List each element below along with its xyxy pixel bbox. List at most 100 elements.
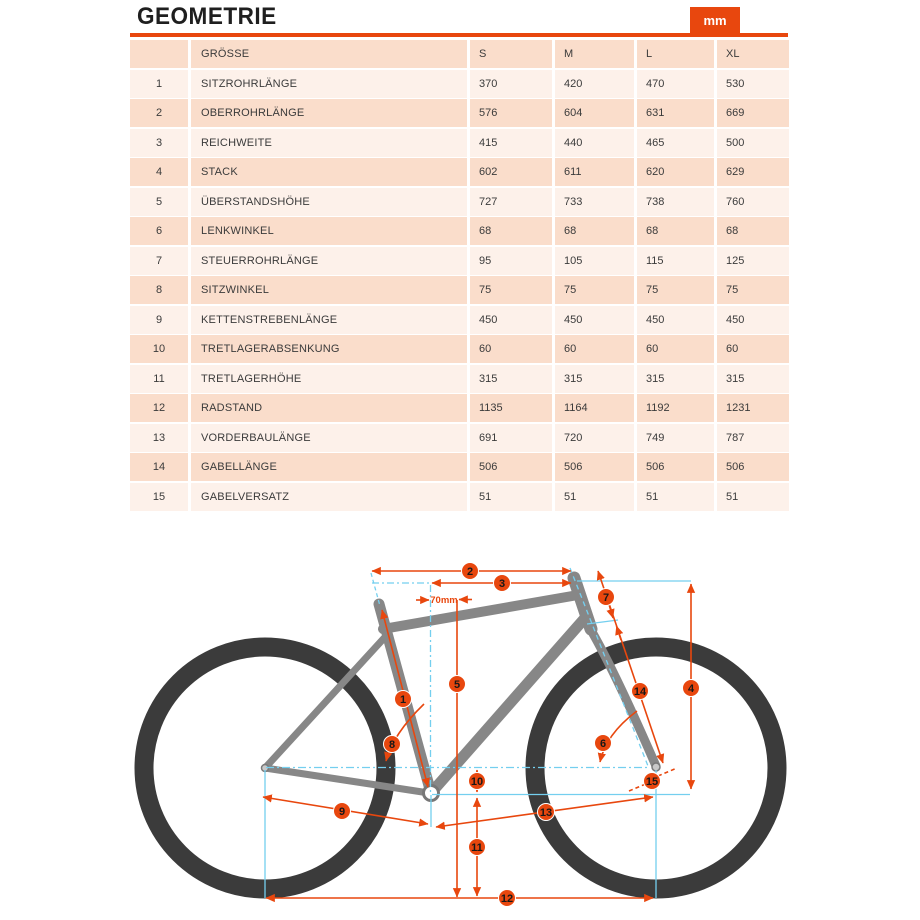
callout-circle-3 (493, 574, 511, 592)
row-number-cell: 14 (130, 453, 188, 481)
row-label-cell: GABELVERSATZ (191, 482, 467, 511)
row-value-cell: 60 (717, 335, 789, 363)
callout-number-1: 1 (400, 694, 406, 706)
row-number-cell: 6 (130, 217, 188, 245)
header-size-label: GRÖSSE (191, 40, 467, 68)
row-value-cell: 691 (470, 423, 552, 452)
row-value-cell: 315 (637, 364, 714, 393)
row-value-cell: 576 (470, 99, 552, 127)
row-label-cell: KETTENSTREBENLÄNGE (191, 305, 467, 334)
row-value-cell: 669 (717, 99, 789, 127)
table-row: 15 GABELVERSATZ 51 51 51 51 (130, 482, 789, 511)
row-value-cell: 500 (717, 128, 789, 157)
callout-number-13: 13 (540, 807, 552, 819)
table-row: 7 STEUERROHRLÄNGE 95 105 115 125 (130, 246, 789, 275)
callout-circle-13 (537, 803, 555, 821)
callout-number-7: 7 (603, 592, 609, 604)
row-value-cell: 75 (637, 276, 714, 304)
header-col-m: M (555, 40, 634, 68)
row-number-cell: 1 (130, 69, 188, 98)
row-number-cell: 5 (130, 187, 188, 216)
row-value-cell: 738 (637, 187, 714, 216)
row-value-cell: 75 (555, 276, 634, 304)
row-value-cell: 415 (470, 128, 552, 157)
callout-number-2: 2 (467, 566, 473, 578)
row-value-cell: 51 (470, 482, 552, 511)
table-row: 4 STACK 602 611 620 629 (130, 158, 789, 186)
row-label-cell: STEUERROHRLÄNGE (191, 246, 467, 275)
row-value-cell: 749 (637, 423, 714, 452)
table-header-row: GRÖSSE S M L XL (130, 40, 789, 68)
row-value-cell: 115 (637, 246, 714, 275)
seatstay-tube (261, 632, 390, 772)
dim-14-top-arrow (615, 625, 624, 641)
row-label-cell: GABELLÄNGE (191, 453, 467, 481)
row-value-cell: 727 (470, 187, 552, 216)
table-row: 1 SITZROHRLÄNGE 370 420 470 530 (130, 69, 789, 98)
callout-circle-11 (468, 838, 486, 856)
page-title: GEOMETRIE (137, 3, 277, 30)
callout-number-14: 14 (634, 686, 647, 698)
accent-rule (130, 33, 788, 37)
table-row: 14 GABELLÄNGE 506 506 506 506 (130, 453, 789, 481)
row-value-cell: 105 (555, 246, 634, 275)
row-value-cell: 720 (555, 423, 634, 452)
row-value-cell: 450 (555, 305, 634, 334)
callout-number-11: 11 (471, 842, 483, 854)
row-value-cell: 440 (555, 128, 634, 157)
callout-circle-8 (383, 735, 401, 753)
row-value-cell: 315 (470, 364, 552, 393)
row-value-cell: 1135 (470, 394, 552, 422)
row-label-cell: TRETLAGERHÖHE (191, 364, 467, 393)
callout-number-4: 4 (688, 683, 695, 695)
row-value-cell: 68 (717, 217, 789, 245)
row-value-cell: 506 (717, 453, 789, 481)
row-value-cell: 506 (637, 453, 714, 481)
dim-seatangle-arc-8 (384, 703, 425, 762)
row-value-cell: 760 (717, 187, 789, 216)
header-empty-cell (130, 40, 188, 68)
callout-number-3: 3 (499, 578, 505, 590)
row-label-cell: SITZWINKEL (191, 276, 467, 304)
table-row: 8 SITZWINKEL 75 75 75 75 (130, 276, 789, 304)
row-number-cell: 2 (130, 99, 188, 127)
row-label-cell: SITZROHRLÄNGE (191, 69, 467, 98)
row-number-cell: 7 (130, 246, 188, 275)
row-value-cell: 620 (637, 158, 714, 186)
row-number-cell: 13 (130, 423, 188, 452)
row-value-cell: 51 (717, 482, 789, 511)
row-value-cell: 315 (555, 364, 634, 393)
table-row: 2 OBERROHRLÄNGE 576 604 631 669 (130, 99, 789, 127)
row-number-cell: 9 (130, 305, 188, 334)
callout-circle-14 (631, 682, 649, 700)
row-value-cell: 629 (717, 158, 789, 186)
callout-circle-9 (333, 802, 351, 820)
top-tube (378, 590, 583, 634)
row-label-cell: LENKWINKEL (191, 217, 467, 245)
callout-circle-6 (594, 734, 612, 752)
header-col-xl: XL (717, 40, 789, 68)
front-axle (651, 762, 661, 772)
header-col-l: L (637, 40, 714, 68)
row-number-cell: 15 (130, 482, 188, 511)
table-row: 3 REICHWEITE 415 440 465 500 (130, 128, 789, 157)
table-row: 11 TRETLAGERHÖHE 315 315 315 315 (130, 364, 789, 393)
callout-circle-2 (461, 562, 479, 580)
callout-circle-5 (448, 675, 466, 693)
table-row: 5 ÜBERSTANDSHÖHE 727 733 738 760 (130, 187, 789, 216)
row-value-cell: 75 (470, 276, 552, 304)
row-value-cell: 51 (637, 482, 714, 511)
row-value-cell: 602 (470, 158, 552, 186)
row-value-cell: 51 (555, 482, 634, 511)
table-body: 1 SITZROHRLÄNGE 370 420 470 530 2 OBERROHRLÄNGE… (130, 69, 789, 511)
callout-circle-7 (597, 588, 615, 606)
row-value-cell: 75 (717, 276, 789, 304)
seat-axis-extension (370, 572, 381, 607)
row-value-cell: 1164 (555, 394, 634, 422)
callout-circle-12 (498, 889, 516, 907)
row-number-cell: 4 (130, 158, 188, 186)
callout-number-9: 9 (339, 806, 345, 818)
row-number-cell: 8 (130, 276, 188, 304)
